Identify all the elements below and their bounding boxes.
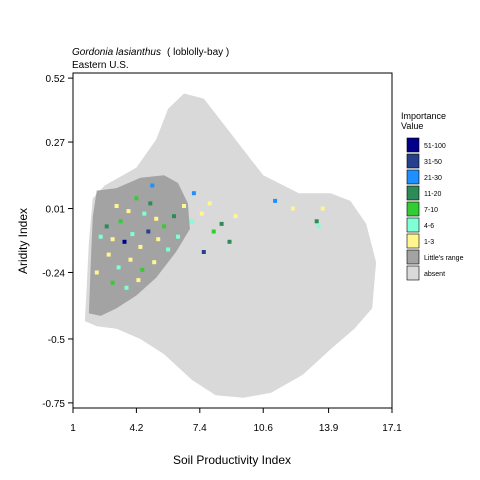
data-cell-24 <box>227 239 232 244</box>
x-axis: 1 4.2 7.4 10.6 13.9 17.1 <box>70 408 402 434</box>
data-cell-19 <box>189 219 194 224</box>
legend-label-2: 21-30 <box>424 175 442 182</box>
x-tick-label-0: 1 <box>70 423 76 434</box>
legend-title-line2: Value <box>401 121 423 131</box>
x-tick-label-1: 4.2 <box>129 423 143 434</box>
data-cell-3 <box>134 196 139 201</box>
data-cell-16 <box>162 224 167 229</box>
legend-swatch-7 <box>406 249 420 265</box>
data-cell-13 <box>138 244 143 249</box>
x-tick-label-5: 17.1 <box>382 423 402 434</box>
data-cell-22 <box>211 229 216 234</box>
data-cell-17 <box>172 214 176 219</box>
data-cell-8 <box>104 224 109 229</box>
data-cell-21 <box>207 201 212 206</box>
y-tick-label-0: 0.52 <box>46 74 66 85</box>
data-cell-34 <box>94 270 99 275</box>
legend-swatch-0 <box>406 137 420 153</box>
data-cell-20 <box>199 211 204 216</box>
data-cell-23 <box>219 221 224 226</box>
y-tick-label-3: -0.24 <box>42 268 65 279</box>
y-axis: 0.52 0.27 0.01 -0.24 -0.5 -0.75 <box>42 74 73 410</box>
data-cell-5 <box>114 204 119 208</box>
data-cell-6 <box>118 219 123 224</box>
data-cell-7 <box>126 209 131 214</box>
data-cell-27 <box>176 234 180 239</box>
data-cell-37 <box>136 278 141 283</box>
data-cell-9 <box>98 234 103 239</box>
data-cell-30 <box>140 267 145 272</box>
legend-swatch-8 <box>406 265 420 281</box>
plot-area <box>84 93 377 398</box>
data-cell-2 <box>273 198 278 203</box>
x-axis-label: Soil Productivity Index <box>173 453 291 467</box>
legend-swatch-6 <box>406 233 420 249</box>
y-axis-label: Aridity Index <box>16 208 30 274</box>
data-cell-0 <box>150 183 155 188</box>
data-cell-32 <box>116 265 121 270</box>
legend-label-7: Little's range <box>424 255 464 262</box>
data-cell-43 <box>316 224 321 229</box>
data-cell-31 <box>128 257 133 262</box>
x-tick-label-3: 10.6 <box>253 423 273 434</box>
legend-swatch-1 <box>406 153 420 169</box>
data-cell-1 <box>191 191 196 196</box>
plot-frame <box>72 72 393 409</box>
data-cell-11 <box>122 239 127 244</box>
y-tick-label-4: -0.5 <box>48 335 66 346</box>
legend: Importance Value 51-100 31-50 21-30 11-20 7-… <box>401 111 464 281</box>
legend-swatch-2 <box>406 169 420 185</box>
absent-region <box>84 93 377 398</box>
y-tick-label-2: 0.01 <box>46 205 66 216</box>
chart-subtitle: Eastern U.S. <box>72 60 129 71</box>
legend-label-0: 51-100 <box>424 143 446 150</box>
data-cell-12 <box>130 232 135 237</box>
data-cell-28 <box>166 247 171 252</box>
legend-title-line1: Importance <box>401 111 446 121</box>
data-cell-42 <box>320 206 325 211</box>
data-cell-25 <box>233 214 238 219</box>
y-tick-label-1: 0.27 <box>46 138 66 149</box>
data-cell-33 <box>106 252 111 257</box>
data-cell-40 <box>290 206 295 211</box>
x-tick-label-4: 13.9 <box>319 423 339 434</box>
data-cell-38 <box>156 237 161 242</box>
data-cell-4 <box>142 211 147 216</box>
data-cell-36 <box>124 285 129 290</box>
data-cell-35 <box>110 280 115 285</box>
legend-swatch-4 <box>406 201 420 217</box>
data-cell-39 <box>148 201 153 206</box>
y-tick-label-5: -0.75 <box>42 399 65 410</box>
data-cell-29 <box>152 260 157 265</box>
chart-title: Gordonia lasianthus <box>72 47 161 58</box>
x-tick-label-2: 7.4 <box>193 423 207 434</box>
legend-label-8: absent <box>424 271 445 278</box>
data-cell-15 <box>154 216 159 221</box>
data-cell-18 <box>182 204 186 208</box>
chart-title-common: ( loblolly-bay ) <box>167 47 229 58</box>
data-cell-26 <box>201 250 206 254</box>
data-cell-14 <box>146 229 151 234</box>
legend-swatch-5 <box>406 217 420 233</box>
legend-label-3: 11-20 <box>424 191 441 198</box>
legend-label-1: 31-50 <box>424 159 442 166</box>
legend-label-6: 1-3 <box>424 239 434 246</box>
legend-label-4: 7-10 <box>424 207 438 214</box>
legend-label-5: 4-6 <box>424 223 434 230</box>
legend-swatch-3 <box>406 185 420 201</box>
data-cell-41 <box>314 219 319 224</box>
data-cell-10 <box>110 237 115 242</box>
